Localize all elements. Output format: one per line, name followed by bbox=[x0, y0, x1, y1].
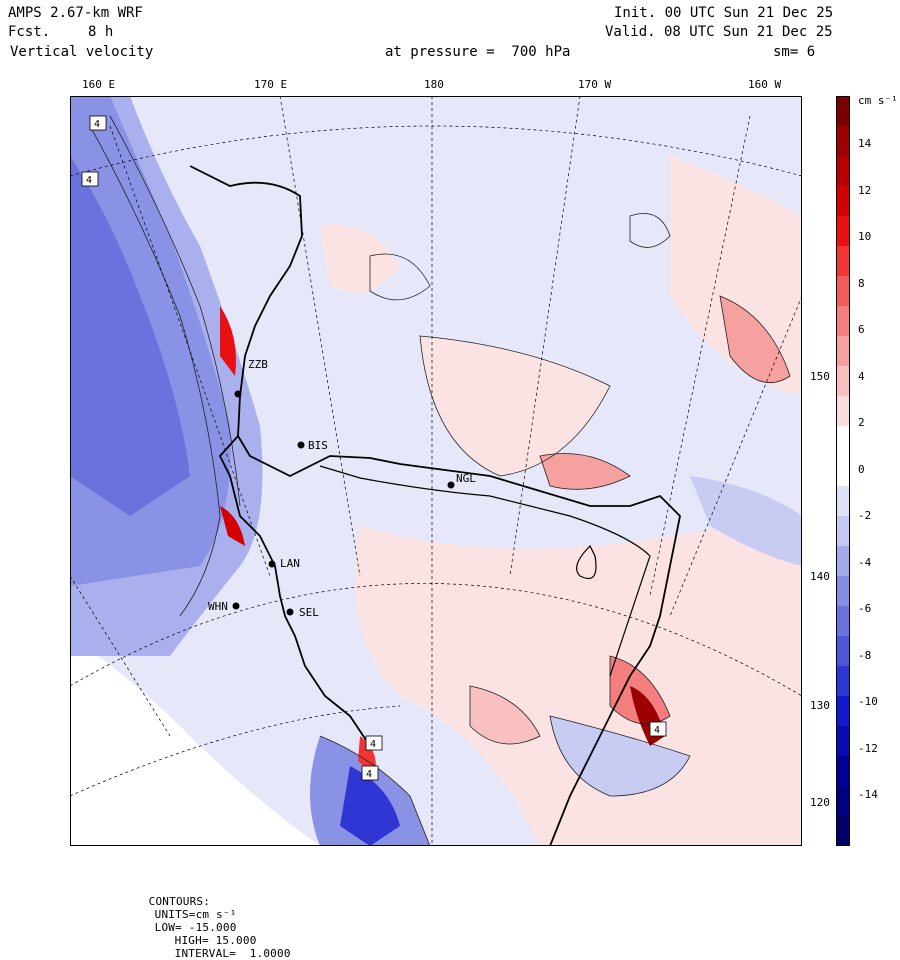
extrema-label: 4 bbox=[366, 769, 372, 780]
station-label-zzb: ZZB bbox=[248, 358, 268, 371]
colorbar-swatch bbox=[836, 576, 850, 607]
colorbar-swatch bbox=[836, 486, 850, 517]
coastline bbox=[189, 165, 681, 846]
forecast-label: Fcst. bbox=[8, 24, 51, 40]
colorbar-tick-label: -6 bbox=[858, 602, 872, 615]
colorbar-swatch bbox=[836, 366, 850, 397]
stations: ZZB BIS NGL LAN WHN SEL bbox=[208, 358, 476, 619]
lon-label-160w: 160 W bbox=[748, 78, 782, 91]
extrema-labels: 4 4 4 4 4 bbox=[81, 115, 667, 781]
station-marker-whn bbox=[232, 602, 240, 610]
colorbar-tick-label: 14 bbox=[858, 137, 872, 150]
lon-label-170w: 170 W bbox=[578, 78, 612, 91]
colorbar bbox=[836, 96, 850, 846]
station-label-whn: WHN bbox=[208, 600, 228, 613]
colorbar-tick-label: -8 bbox=[858, 648, 872, 662]
colorbar-swatch bbox=[836, 786, 850, 817]
station-label-ngl: NGL bbox=[456, 472, 476, 485]
colorbar-tick-label: 6 bbox=[858, 323, 865, 336]
colorbar-tick-label: 10 bbox=[858, 230, 872, 243]
contour-low: LOW= -15.000 bbox=[154, 921, 237, 934]
colorbar-swatch bbox=[836, 126, 850, 157]
colorbar-swatch bbox=[836, 696, 850, 727]
colorbar-swatch bbox=[836, 816, 850, 846]
ice-shelf-area bbox=[70, 636, 320, 846]
station-marker-sel bbox=[286, 608, 294, 616]
colorbar-tick-label: -2 bbox=[858, 509, 872, 522]
graticule bbox=[70, 96, 802, 846]
colorbar-swatch bbox=[836, 156, 850, 187]
lon-label-160e: 160 E bbox=[82, 78, 116, 91]
colorbar-frame bbox=[836, 96, 850, 846]
colorbar-tick-label: 8 bbox=[858, 276, 865, 290]
extrema-label: 4 bbox=[94, 119, 100, 130]
colorbar-swatch bbox=[836, 756, 850, 787]
extrema-label: 4 bbox=[370, 739, 376, 750]
colorbar-swatch bbox=[836, 396, 850, 427]
station-label-lan: LAN bbox=[280, 557, 300, 570]
contour-units: UNITS=cm s⁻¹ bbox=[154, 908, 237, 921]
colorbar-swatch bbox=[836, 336, 850, 367]
contours-label: CONTOURS: bbox=[148, 895, 211, 908]
station-marker-zzb bbox=[234, 390, 242, 398]
grounding-line bbox=[319, 465, 651, 677]
forecast-value: 8 h bbox=[88, 24, 114, 40]
contour-interval: INTERVAL= 1.0000 bbox=[174, 947, 291, 960]
colorbar-swatch bbox=[836, 666, 850, 697]
colorbar-swatch bbox=[836, 606, 850, 637]
colorbar-tick-label: -12 bbox=[858, 741, 878, 755]
model-title: AMPS 2.67-km WRF bbox=[8, 5, 143, 21]
colorbar-swatch bbox=[836, 246, 850, 277]
colorbar-tick-label: 0 bbox=[858, 462, 865, 476]
station-marker-ngl bbox=[447, 481, 455, 489]
negative-bands bbox=[70, 96, 802, 846]
lon-label-170e: 170 E bbox=[254, 78, 288, 91]
colorbar-swatch bbox=[836, 276, 850, 307]
station-label-sel: SEL bbox=[299, 606, 319, 619]
pressure-level: at pressure = 700 hPa bbox=[385, 44, 571, 60]
extrema-label: 4 bbox=[654, 725, 660, 736]
colorbar-swatch bbox=[836, 216, 850, 247]
colorbar-tick-label: -10 bbox=[858, 695, 878, 708]
extrema-label: 4 bbox=[86, 175, 92, 186]
colorbar-swatch bbox=[836, 456, 850, 487]
valid-time: Valid. 08 UTC Sun 21 Dec 25 bbox=[605, 24, 833, 40]
colorbar-tick-label: 2 bbox=[858, 416, 865, 429]
init-time: Init. 00 UTC Sun 21 Dec 25 bbox=[614, 5, 834, 21]
colorbar-tick-label: -4 bbox=[858, 555, 872, 569]
weak-positive-regions bbox=[320, 156, 802, 846]
smoothing-value: sm= 6 bbox=[773, 44, 816, 60]
station-label-bis: BIS bbox=[308, 439, 328, 452]
vertical-velocity-map: 4 4 4 4 4 ZZB BIS NGL LAN WHN SEL bbox=[70, 96, 802, 846]
colorbar-swatch bbox=[836, 636, 850, 667]
colorbar-unit: cm s⁻¹ bbox=[858, 94, 898, 107]
map-frame bbox=[70, 96, 802, 846]
variable-title: Vertical velocity bbox=[10, 44, 154, 60]
station-marker-lan bbox=[268, 560, 276, 568]
contour-info: CONTOURS: UNITS=cm s⁻¹ LOW= -15.000 HIGH… bbox=[135, 882, 291, 960]
colorbar-swatch bbox=[836, 96, 850, 127]
station-marker-bis bbox=[297, 441, 305, 449]
lon-label-180: 180 bbox=[424, 78, 444, 91]
contour-high: HIGH= 15.000 bbox=[174, 934, 257, 947]
colorbar-swatch bbox=[836, 306, 850, 337]
colorbar-swatch bbox=[836, 546, 850, 577]
colorbar-swatch bbox=[836, 516, 850, 547]
colorbar-tick-label: 4 bbox=[858, 369, 865, 383]
colorbar-swatch bbox=[836, 426, 850, 457]
colorbar-tick-label: -14 bbox=[858, 788, 878, 801]
colorbar-swatch bbox=[836, 726, 850, 757]
colorbar-swatch bbox=[836, 186, 850, 217]
colorbar-tick-label: 12 bbox=[858, 183, 872, 197]
